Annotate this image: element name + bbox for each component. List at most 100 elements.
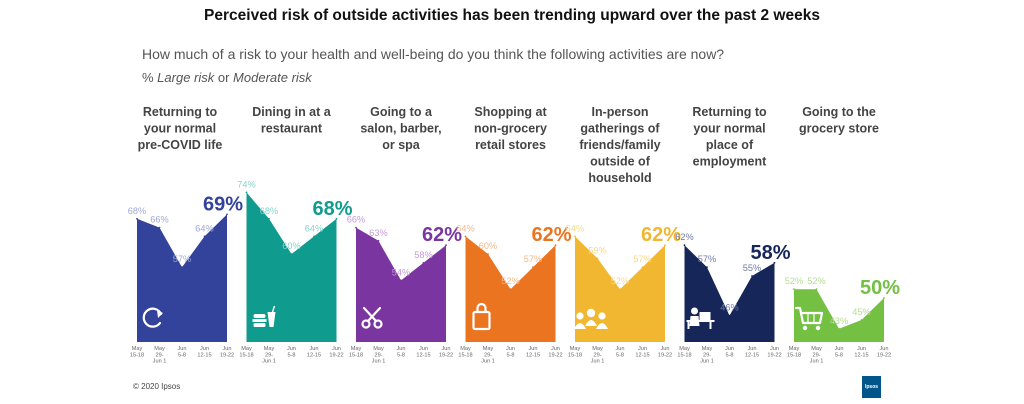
x-tick-label: Jun [834,346,843,352]
note-large-risk: Large risk [157,70,215,85]
x-tick-label: May [811,346,822,352]
data-point [815,288,818,291]
data-label: 64% [195,223,213,233]
data-label: 54% [392,267,410,277]
x-tick-label: Jun 1 [591,359,605,365]
panel-caption-line: In-person [592,105,649,119]
panel-caption-line: retail stores [475,138,546,152]
data-point [245,191,248,194]
panel-caption-line: your normal [693,122,765,136]
panel-caption-line: Going to a [370,105,433,119]
data-label: 68% [260,206,278,216]
panel-caption-line: Going to the [802,105,876,119]
ipsos-logo: Ipsos [862,376,881,398]
x-tick-label: 5-8 [725,352,733,358]
data-label: 58% [414,250,432,260]
data-label: 50% [860,277,900,299]
data-point [136,217,138,220]
data-point [683,244,686,247]
x-tick-label: Jun [615,346,624,352]
data-point [445,244,447,247]
panel-caption-line: your normal [144,122,216,136]
area-series [246,192,337,342]
x-tick-label: 29- [484,352,492,358]
panel-caption-line: Returning to [143,105,218,119]
x-tick-label: 29- [593,352,601,358]
x-tick-label: Jun [396,346,405,352]
x-tick-label: Jun [287,346,296,352]
x-tick-label: May [132,346,143,352]
x-tick-label: Jun [506,346,515,352]
panel-caption-line: Shopping at [474,105,547,119]
panel-caption-line: Dining in at a [252,105,332,119]
area-series [137,214,227,342]
data-point [355,226,357,229]
x-tick-label: 5-8 [835,352,843,358]
copyright: © 2020 Ipsos [133,382,181,391]
x-tick-label: Jun [857,346,866,352]
data-label: 63% [369,228,387,238]
data-label: 68% [312,198,352,220]
panel-1: Returning to your normal pre-COVID life 68%… [128,105,243,365]
data-point [619,288,621,291]
refresh-icon [142,307,163,328]
data-label: 57% [633,254,651,264]
x-tick-label: Jun 1 [262,359,276,365]
data-label: 58% [750,242,790,264]
x-tick-label: 15-18 [458,352,472,358]
panel-caption-line: place of [706,138,754,152]
data-label: 60% [479,241,497,251]
x-tick-label: 29- [155,352,163,358]
data-label: 52% [611,276,629,286]
x-tick-label: 5-8 [616,352,624,358]
data-label: 55% [743,263,761,273]
data-point [574,235,576,238]
data-point [290,253,293,255]
x-tick-label: May [702,346,713,352]
chart-note: % Large risk or Moderate risk [142,70,312,85]
shopping-bag-icon [472,302,491,331]
panel-caption-line: friends/family [579,138,660,152]
panel-caption-line: household [588,171,651,185]
data-point [554,244,557,247]
area-series [356,227,446,342]
x-tick-label: 29- [265,352,273,358]
data-label: 69% [203,193,243,215]
panel-caption-line: gatherings of [580,122,660,136]
x-tick-label: Jun [200,346,209,352]
x-tick-label: 12-15 [854,352,868,358]
data-point [400,279,402,282]
x-tick-label: 19-22 [548,352,562,358]
panel-caption-line: salon, barber, [360,122,441,136]
data-point [751,275,753,277]
x-tick-label: 12-15 [745,352,759,358]
panel-caption-line: employment [693,155,767,169]
panel-caption-line: pre-COVID life [138,138,223,152]
panel-2: Dining in at a restaurant 74% 68% 60% 64% 68% M… [237,105,352,365]
data-point [728,314,731,317]
x-tick-label: 29- [812,352,820,358]
group-icon [574,308,608,329]
x-tick-label: 15-18 [677,352,691,358]
data-label: 62% [531,224,571,246]
note-moderate-risk: Moderate risk [233,70,312,85]
x-tick-label: 19-22 [877,352,891,358]
x-tick-label: May [241,346,252,352]
panel-4: Shopping at non-grocery retail stores 64% 60… [456,105,571,365]
data-point [158,226,161,229]
cart-icon [794,306,824,331]
data-point [596,257,599,260]
data-label: 64% [456,223,474,233]
x-tick-label: 5-8 [178,352,186,358]
data-label: 62% [675,232,693,242]
note-prefix: % [142,70,158,85]
x-tick-label: Jun 1 [810,359,824,365]
x-tick-label: May [154,346,165,352]
chart-subtitle: How much of a risk to your health and we… [142,46,725,62]
x-tick-label: 12-15 [307,352,321,358]
x-tick-label: Jun [879,346,888,352]
data-point [203,235,206,238]
x-tick-label: Jun 1 [700,359,714,365]
x-tick-label: 19-22 [658,352,672,358]
